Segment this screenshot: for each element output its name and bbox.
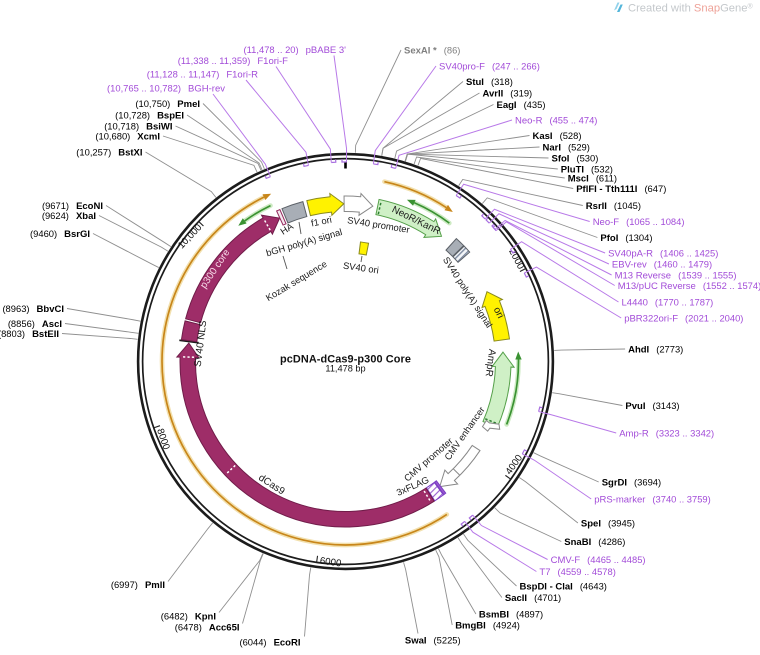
svg-text:pRS-marker(3740 .. 3759): pRS-marker(3740 .. 3759)	[594, 494, 711, 506]
svg-text:(11,338 .. 11,359)F1ori-F: (11,338 .. 11,359)F1ori-F	[178, 55, 288, 67]
svg-text:11,478 bp: 11,478 bp	[325, 364, 365, 374]
svg-text:Created with SnapGene®: Created with SnapGene®	[628, 3, 753, 15]
svg-text:BspDI - ClaI(4643): BspDI - ClaI(4643)	[520, 581, 607, 593]
svg-text:SexAI *(86): SexAI *(86)	[404, 45, 460, 57]
svg-text:(9624)XbaI: (9624)XbaI	[42, 210, 96, 222]
svg-text:Amp-R(3323 .. 3342): Amp-R(3323 .. 3342)	[619, 428, 714, 440]
svg-text:SwaI(5225): SwaI(5225)	[405, 635, 461, 647]
svg-text:M13/pUC Reverse(1552 .. 1574): M13/pUC Reverse(1552 .. 1574)	[618, 280, 760, 292]
svg-text:(10,765 .. 10,782)BGH-rev: (10,765 .. 10,782)BGH-rev	[107, 83, 225, 95]
svg-text:PfoI(1304): PfoI(1304)	[600, 232, 652, 244]
svg-text:RsrII(1045): RsrII(1045)	[586, 200, 641, 212]
svg-text:CMV-F(4465 .. 4485): CMV-F(4465 .. 4485)	[551, 554, 646, 566]
svg-text:(11,128 .. 11,147)F1ori-R: (11,128 .. 11,147)F1ori-R	[147, 69, 258, 81]
svg-text:(10,750)PmeI: (10,750)PmeI	[135, 98, 200, 110]
svg-text:Neo-R(455 .. 474): Neo-R(455 .. 474)	[515, 115, 597, 127]
svg-text:PflFI - Tth111I(647): PflFI - Tth111I(647)	[576, 183, 666, 195]
svg-text:PvuI(3143): PvuI(3143)	[625, 400, 679, 412]
svg-text:SpeI(3945): SpeI(3945)	[581, 518, 635, 530]
svg-text:(6997)PmlI: (6997)PmlI	[111, 579, 165, 591]
svg-text:(10,680)XcmI: (10,680)XcmI	[95, 131, 160, 143]
svg-text:AhdI(2773): AhdI(2773)	[628, 344, 683, 356]
svg-text:(10,257)BstXI: (10,257)BstXI	[76, 147, 142, 159]
svg-text:Neo-F(1065 .. 1084): Neo-F(1065 .. 1084)	[593, 216, 685, 228]
svg-text:L4440(1770 .. 1787): L4440(1770 .. 1787)	[622, 297, 714, 309]
svg-text:(11,478 .. 20)pBABE 3': (11,478 .. 20)pBABE 3'	[244, 44, 347, 56]
